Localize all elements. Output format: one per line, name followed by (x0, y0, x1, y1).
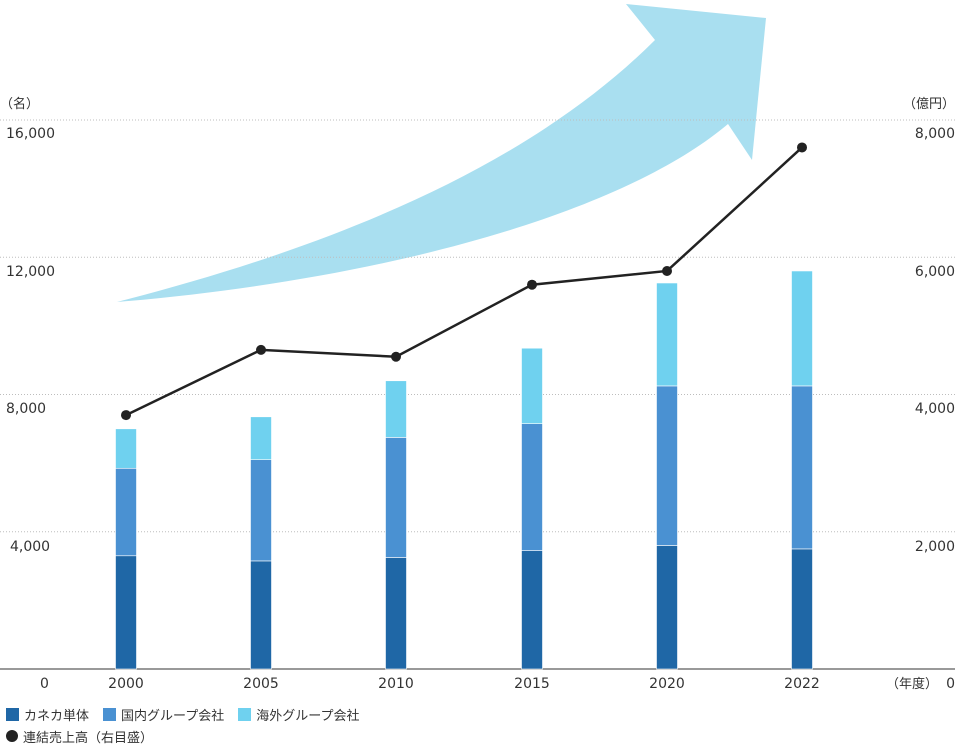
y-right-tick: 2,000 (915, 539, 955, 555)
sales-point-2000 (121, 410, 131, 421)
x-tick-label: 2005 (243, 676, 279, 692)
legend-label: 連結売上高（右目盛） (23, 730, 154, 746)
sales-point-2015 (527, 279, 537, 290)
bar-segment-2010-2 (385, 380, 407, 438)
bar-segment-2020-1 (656, 385, 678, 546)
legend: カネカ単体 国内グループ会社 海外グループ会社 連結売上高（右目盛） (6, 703, 373, 747)
sales-line (125, 146, 803, 417)
y-right-unit: （億円） (903, 96, 955, 112)
sales-point-2010 (391, 351, 401, 362)
x-tick-label: 2020 (649, 676, 685, 692)
legend-label: 海外グループ会社 (256, 708, 360, 724)
chart: （名） （億円） 16,000 12,000 8,000 4,000 0 8,0… (0, 4, 955, 692)
legend-item-kaneka: カネカ単体 (6, 705, 89, 724)
x-tick-label: 2022 (784, 676, 820, 692)
bar-segment-2005-1 (250, 459, 272, 562)
bar-segment-2000-2 (115, 428, 137, 469)
legend-swatch (238, 707, 252, 721)
y-left-unit: （名） (0, 96, 39, 112)
x-unit: （年度） (886, 676, 938, 692)
legend-swatch (103, 707, 117, 721)
bar-segment-2015-2 (521, 347, 543, 424)
y-left-tick: 0 (40, 676, 49, 692)
sales-point-2020 (662, 265, 672, 276)
legend-item-sales: 連結売上高（右目盛） (6, 727, 153, 746)
y-right-tick: 0 (946, 676, 955, 692)
y-right-tick: 8,000 (915, 126, 955, 142)
legend-label: 国内グループ会社 (121, 708, 225, 724)
legend-dot (6, 730, 18, 742)
legend-swatch (6, 707, 19, 721)
bar-segment-2022-0 (791, 548, 813, 670)
sales-point-2005 (256, 344, 266, 355)
bar-segment-2005-2 (250, 416, 272, 460)
sales-point-2022 (797, 142, 807, 153)
y-left-tick: 12,000 (6, 264, 55, 280)
y-right-tick: 6,000 (915, 264, 955, 280)
bar-segment-2020-0 (656, 545, 678, 670)
legend-item-overseas: 海外グループ会社 (238, 705, 359, 724)
x-tick-label: 2000 (108, 676, 144, 692)
x-tick-label: 2010 (378, 676, 414, 692)
growth-arrow (117, 4, 766, 302)
y-left-tick: 4,000 (10, 539, 50, 555)
bar-segment-2010-0 (385, 557, 407, 670)
bar-segment-2015-1 (521, 423, 543, 551)
legend-item-domestic: 国内グループ会社 (103, 705, 224, 724)
legend-label: カネカ単体 (24, 708, 90, 724)
bar-segment-2005-0 (250, 560, 272, 670)
bar-segment-2000-0 (115, 555, 137, 670)
bar-segment-2000-1 (115, 467, 137, 557)
bar-segment-2022-1 (791, 385, 813, 550)
bar-segment-2015-0 (521, 550, 543, 670)
y-left-tick: 8,000 (6, 401, 46, 417)
y-left-tick: 16,000 (6, 126, 55, 142)
bar-segment-2010-1 (385, 437, 407, 558)
bar-segment-2022-2 (791, 270, 813, 387)
y-right-tick: 4,000 (915, 401, 955, 417)
x-tick-label: 2015 (514, 676, 550, 692)
bar-segment-2020-2 (656, 282, 678, 387)
